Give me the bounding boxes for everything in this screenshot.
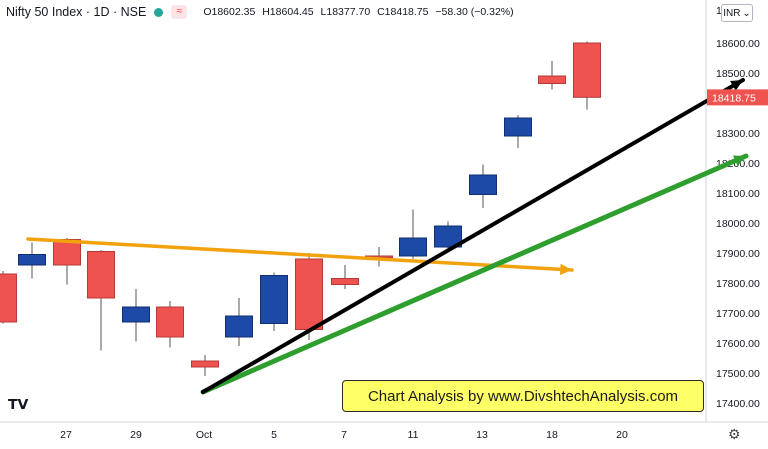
- candle-body[interactable]: [573, 42, 601, 98]
- chevron-down-icon: ⌄: [742, 7, 751, 19]
- x-tick-label: 7: [341, 429, 347, 441]
- compare-toggle-icon[interactable]: ≈: [171, 5, 188, 19]
- candle-body[interactable]: [156, 306, 184, 338]
- candle-body[interactable]: [87, 251, 115, 299]
- candle-body[interactable]: [18, 254, 46, 266]
- close-value: C18418.75: [377, 6, 429, 18]
- x-tick-label: 13: [476, 429, 488, 441]
- orange-trend-line[interactable]: [26, 237, 574, 272]
- green-trend-line-arrowhead: [733, 155, 746, 166]
- candle-body[interactable]: [295, 258, 323, 330]
- y-tick-label: 18300.00: [716, 128, 760, 140]
- y-tick-label: 18000.00: [716, 218, 760, 230]
- y-tick-label: 17900.00: [716, 248, 760, 260]
- y-tick-label: 17500.00: [716, 368, 760, 380]
- market-status-dot-icon: [154, 7, 164, 17]
- x-tick-label: 11: [408, 429, 419, 441]
- green-trend-line[interactable]: [200, 153, 749, 395]
- change-value: −58.30 (−0.32%): [435, 6, 514, 18]
- tradingview-logo-icon[interactable]: 𝗧𝗩: [8, 396, 29, 412]
- x-tick-label: 20: [616, 429, 628, 441]
- last-price-badge: [707, 89, 768, 106]
- x-tick-label: 29: [130, 429, 142, 441]
- candle-body[interactable]: [191, 360, 219, 368]
- candle-body[interactable]: [260, 275, 288, 324]
- candle-body[interactable]: [469, 174, 497, 195]
- y-tick-label: 18500.00: [716, 68, 760, 80]
- black-trend-line[interactable]: [201, 78, 745, 394]
- symbol-label[interactable]: Nifty 50 Index · 1D · NSE: [6, 5, 147, 19]
- y-tick-label: 17700.00: [716, 308, 760, 320]
- candle-body[interactable]: [53, 239, 81, 266]
- y-tick-label: 18600.00: [716, 38, 760, 50]
- low-value: L18377.70: [320, 6, 371, 18]
- candle-body[interactable]: [0, 273, 17, 323]
- y-tick-label: 17800.00: [716, 278, 760, 290]
- x-tick-label: 27: [60, 429, 72, 441]
- candle-body[interactable]: [504, 117, 532, 137]
- x-tick-label: 18: [546, 429, 558, 441]
- y-tick-label: 18100.00: [716, 188, 760, 200]
- gear-icon[interactable]: ⚙: [728, 426, 741, 442]
- watermark-banner: Chart Analysis by www.DivshtechAnalysis.…: [342, 380, 704, 412]
- chart-header: Nifty 50 Index · 1D · NSE ≈ O18602.35 H1…: [6, 2, 518, 22]
- candle-body[interactable]: [122, 306, 150, 323]
- high-value: H18604.45: [262, 6, 314, 18]
- x-tick-label: 5: [271, 429, 277, 441]
- candle-body[interactable]: [399, 237, 427, 257]
- last-price-label: 18418.75: [712, 92, 756, 104]
- x-tick-label: Oct: [196, 429, 212, 441]
- candle-body[interactable]: [331, 278, 359, 285]
- orange-trend-line-arrowhead: [559, 263, 572, 275]
- candle-body[interactable]: [225, 315, 253, 338]
- ohlc-readout: O18602.35 H18604.45 L18377.70 C18418.75 …: [203, 6, 517, 18]
- currency-label: INR: [723, 7, 741, 19]
- y-tick-label: 17600.00: [716, 338, 760, 350]
- currency-selector[interactable]: INR ⌄: [721, 4, 753, 22]
- y-tick-label: 17400.00: [716, 398, 760, 410]
- open-value: O18602.35: [203, 6, 256, 18]
- candle-body[interactable]: [434, 225, 462, 248]
- black-trend-line-arrowhead: [730, 80, 743, 91]
- candle-body[interactable]: [538, 75, 566, 84]
